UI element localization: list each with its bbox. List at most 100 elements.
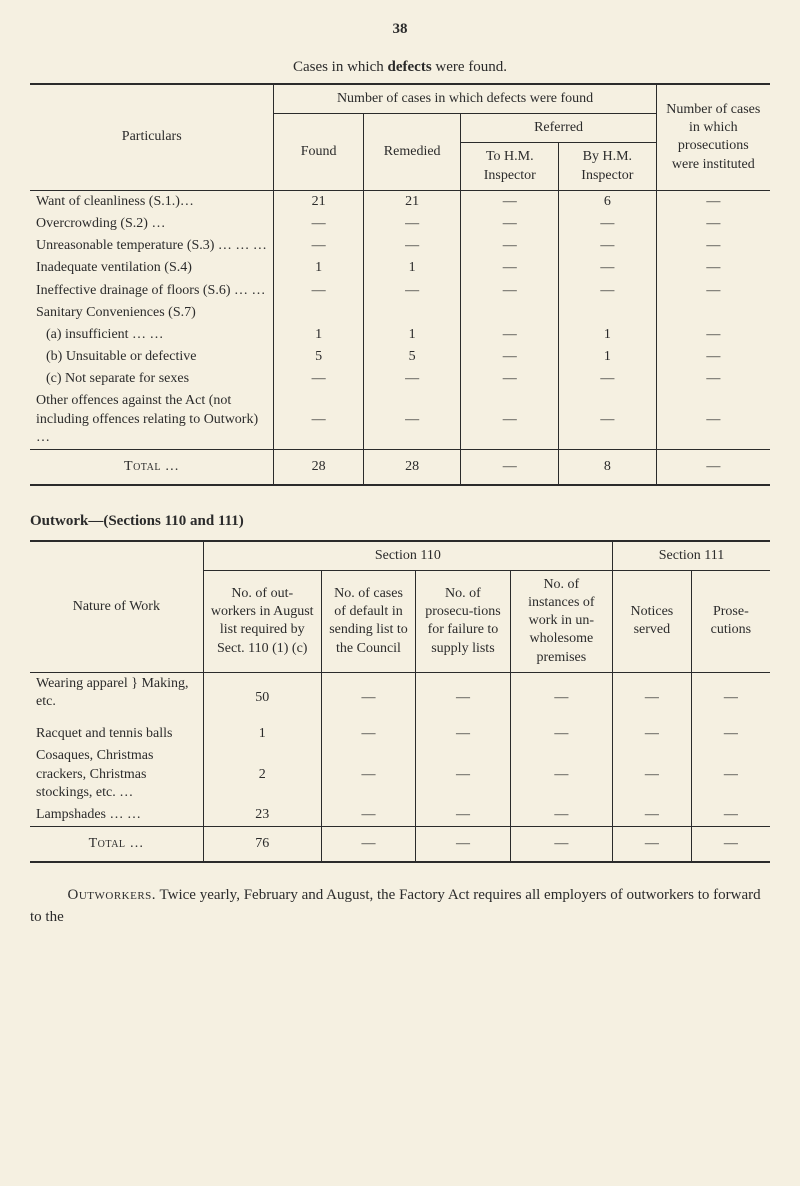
t1-total-label: Total … — [30, 450, 274, 486]
t1-total-found: 28 — [274, 450, 363, 486]
t2-total-c4: — — [510, 827, 612, 863]
cell: — — [559, 280, 657, 302]
row-label: Other offences against the Act (not incl… — [30, 390, 274, 449]
cell: — — [656, 280, 770, 302]
th2-c3: No. of prosecu-tions for failure to supp… — [416, 570, 510, 672]
th2-c1: No. of out-workers in August list requir… — [203, 570, 321, 672]
table-row: Inadequate ventilation (S.4)11——— — [30, 257, 770, 279]
t2-total-c1: 76 — [203, 827, 321, 863]
defects-table: Particulars Number of cases in which def… — [30, 83, 770, 486]
cell: — — [656, 235, 770, 257]
cell: — — [274, 280, 363, 302]
cell: — — [416, 723, 510, 745]
th-found: Found — [274, 114, 363, 191]
t1-total-byhm: 8 — [559, 450, 657, 486]
cell: — — [461, 190, 559, 213]
t2-total-c6: — — [691, 827, 770, 863]
row-label: (c) Not separate for sexes — [30, 368, 274, 390]
cell: — — [559, 257, 657, 279]
cell: 6 — [559, 190, 657, 213]
cell: — — [416, 804, 510, 827]
th-number-cases: Number of cases in which defects were fo… — [274, 84, 656, 114]
cell: — — [691, 804, 770, 827]
th-prosecutions: Number of cases in which prosecutions we… — [656, 84, 770, 190]
cell — [363, 302, 461, 324]
row-label: Cosaques, Christmas crackers, Christmas … — [30, 745, 203, 804]
cell: — — [461, 235, 559, 257]
cell: 21 — [363, 190, 461, 213]
cell: — — [321, 672, 415, 723]
th-by-hm: By H.M. Inspector — [559, 143, 657, 190]
th2-c4: No. of instances of work in un-wholesome… — [510, 570, 612, 672]
table-row: Unreasonable temperature (S.3) … … …————… — [30, 235, 770, 257]
th2-sec111: Section 111 — [613, 541, 771, 571]
row-label: Wearing apparel } Making, etc. — [30, 672, 203, 723]
cell: — — [691, 745, 770, 804]
cell: — — [510, 672, 612, 723]
cell: 1 — [559, 346, 657, 368]
table-row: Cosaques, Christmas crackers, Christmas … — [30, 745, 770, 804]
th-to-hm: To H.M. Inspector — [461, 143, 559, 190]
table-row: (a) insufficient … …11—1— — [30, 324, 770, 346]
row-label: Want of cleanliness (S.1.)… — [30, 190, 274, 213]
cell: — — [461, 324, 559, 346]
row-label: Ineffective drainage of floors (S.6) … … — [30, 280, 274, 302]
table-row: Lampshades … …23————— — [30, 804, 770, 827]
cell: — — [274, 213, 363, 235]
t2-total-c3: — — [416, 827, 510, 863]
row-label: Lampshades … … — [30, 804, 203, 827]
cell: — — [321, 804, 415, 827]
cell: — — [510, 804, 612, 827]
t1-total-remedied: 28 — [363, 450, 461, 486]
table-row: Overcrowding (S.2) …————— — [30, 213, 770, 235]
cell: — — [613, 723, 692, 745]
table-row: (c) Not separate for sexes————— — [30, 368, 770, 390]
cell: — — [461, 280, 559, 302]
cell: — — [559, 368, 657, 390]
row-label: (b) Unsuitable or defective — [30, 346, 274, 368]
cell: — — [363, 390, 461, 449]
th2-c5: Notices served — [613, 570, 692, 672]
cell: — — [613, 804, 692, 827]
cell: 21 — [274, 190, 363, 213]
cell: — — [461, 213, 559, 235]
cell: 1 — [363, 257, 461, 279]
t2-total-label: Total … — [30, 827, 203, 863]
cell: — — [321, 723, 415, 745]
cell: — — [656, 257, 770, 279]
cell: — — [274, 390, 363, 449]
cell: 1 — [274, 257, 363, 279]
cell: 2 — [203, 745, 321, 804]
th2-sec110: Section 110 — [203, 541, 612, 571]
cell: 1 — [274, 324, 363, 346]
cell: — — [510, 745, 612, 804]
cell: — — [461, 346, 559, 368]
cell: — — [559, 390, 657, 449]
cell: — — [656, 368, 770, 390]
table-row: Other offences against the Act (not incl… — [30, 390, 770, 449]
cell — [559, 302, 657, 324]
table-row: Want of cleanliness (S.1.)…2121—6— — [30, 190, 770, 213]
row-label: Sanitary Conveniences (S.7) — [30, 302, 274, 324]
table-row: Ineffective drainage of floors (S.6) … …… — [30, 280, 770, 302]
cell: — — [461, 390, 559, 449]
th2-nature: Nature of Work — [30, 541, 203, 673]
cell: — — [613, 672, 692, 723]
cell: — — [656, 390, 770, 449]
th-particulars: Particulars — [30, 84, 274, 190]
t1-total-pros: — — [656, 450, 770, 486]
cell: — — [559, 213, 657, 235]
cell: — — [274, 235, 363, 257]
table-row: (b) Unsuitable or defective55—1— — [30, 346, 770, 368]
cell: 5 — [363, 346, 461, 368]
cell — [461, 302, 559, 324]
outwork-table: Nature of Work Section 110 Section 111 N… — [30, 540, 770, 864]
table-row: Racquet and tennis balls1————— — [30, 723, 770, 745]
row-label: Racquet and tennis balls — [30, 723, 203, 745]
cell: — — [363, 280, 461, 302]
cell: — — [559, 235, 657, 257]
t2-total-c2: — — [321, 827, 415, 863]
th-remedied: Remedied — [363, 114, 461, 191]
cell: 1 — [203, 723, 321, 745]
th2-c6: Prose-cutions — [691, 570, 770, 672]
